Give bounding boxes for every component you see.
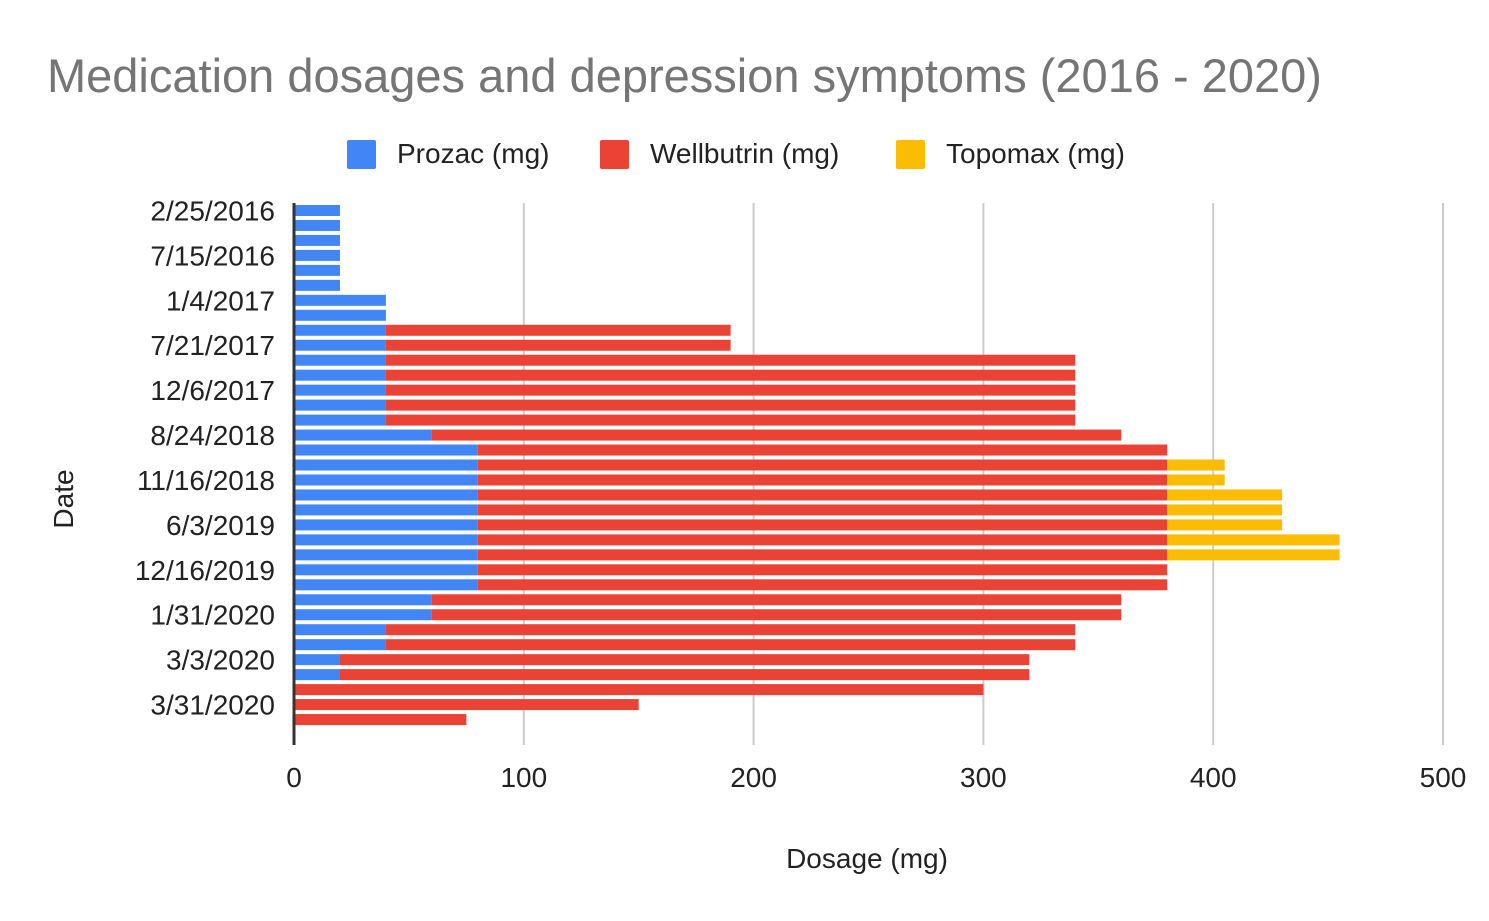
bar-prozac — [294, 519, 478, 531]
bar-prozac — [294, 354, 386, 366]
bar-wellbutrin — [477, 444, 1168, 456]
x-tick-label: 400 — [1190, 762, 1237, 793]
bar-prozac — [294, 234, 340, 246]
bar-wellbutrin — [477, 474, 1168, 486]
legend-swatch-topomax — [896, 139, 925, 169]
bar-prozac — [294, 279, 340, 291]
bar-wellbutrin — [385, 399, 1076, 411]
bar-prozac — [294, 294, 386, 306]
x-tick-label: 500 — [1420, 762, 1467, 793]
bar-topomax — [1167, 504, 1283, 516]
x-tick-label: 200 — [730, 762, 777, 793]
bar-prozac — [294, 579, 478, 591]
x-tick-label: 0 — [286, 762, 302, 793]
bar-wellbutrin — [477, 504, 1168, 516]
bar-prozac — [294, 489, 478, 501]
bar-wellbutrin — [294, 699, 639, 711]
y-tick-label: 12/16/2019 — [135, 555, 275, 586]
bar-prozac — [294, 384, 386, 396]
bar-wellbutrin — [339, 669, 1030, 681]
bar-prozac — [294, 399, 386, 411]
y-tick-label: 3/3/2020 — [166, 645, 275, 676]
bar-wellbutrin — [385, 339, 731, 351]
bar-wellbutrin — [385, 354, 1076, 366]
bar-prozac — [294, 654, 340, 666]
bar-prozac — [294, 504, 478, 516]
bar-topomax — [1167, 474, 1225, 486]
bar-wellbutrin — [385, 639, 1076, 651]
bar-wellbutrin — [477, 534, 1168, 546]
bar-wellbutrin — [385, 369, 1076, 381]
bar-wellbutrin — [431, 609, 1122, 621]
bar-prozac — [294, 609, 432, 621]
y-tick-label: 12/6/2017 — [150, 375, 275, 406]
bar-wellbutrin — [385, 624, 1076, 636]
bar-wellbutrin — [477, 564, 1168, 576]
chart-title: Medication dosages and depression sympto… — [47, 49, 1322, 102]
bar-wellbutrin — [477, 579, 1168, 591]
bar-wellbutrin — [477, 549, 1168, 561]
bar-wellbutrin — [294, 684, 984, 696]
bar-prozac — [294, 324, 386, 336]
bar-prozac — [294, 564, 478, 576]
bar-topomax — [1167, 489, 1283, 501]
bar-wellbutrin — [431, 594, 1122, 606]
legend-label-topomax: Topomax (mg) — [946, 138, 1125, 169]
bar-prozac — [294, 414, 386, 426]
bar-wellbutrin — [477, 519, 1168, 531]
y-tick-label: 3/31/2020 — [150, 690, 275, 721]
bar-prozac — [294, 339, 386, 351]
bar-wellbutrin — [294, 714, 467, 726]
bar-wellbutrin — [339, 654, 1030, 666]
bar-prozac — [294, 594, 432, 606]
bar-topomax — [1167, 519, 1283, 531]
bar-prozac — [294, 204, 340, 216]
legend-label-prozac: Prozac (mg) — [397, 138, 550, 169]
bar-wellbutrin — [385, 324, 731, 336]
y-tick-label: 6/3/2019 — [166, 510, 275, 541]
bar-prozac — [294, 429, 432, 441]
bar-wellbutrin — [431, 429, 1122, 441]
y-axis-title: Date — [48, 469, 79, 528]
x-tick-label: 300 — [960, 762, 1007, 793]
bar-prozac — [294, 639, 386, 651]
bar-prozac — [294, 474, 478, 486]
bar-topomax — [1167, 549, 1340, 561]
bar-prozac — [294, 219, 340, 231]
bar-prozac — [294, 309, 386, 321]
bar-topomax — [1167, 534, 1340, 546]
bar-prozac — [294, 669, 340, 681]
legend-swatch-prozac — [347, 139, 376, 169]
bar-prozac — [294, 369, 386, 381]
legend-item-topomax: Topomax (mg) — [896, 138, 1125, 170]
legend-label-wellbutrin: Wellbutrin (mg) — [650, 138, 840, 169]
bar-wellbutrin — [477, 459, 1168, 471]
y-tick-label: 1/31/2020 — [150, 600, 275, 631]
bar-prozac — [294, 534, 478, 546]
bar-prozac — [294, 444, 478, 456]
legend-swatch-wellbutrin — [600, 139, 629, 169]
bar-wellbutrin — [385, 384, 1076, 396]
bar-wellbutrin — [385, 414, 1076, 426]
y-tick-label: 7/15/2016 — [150, 240, 275, 271]
y-tick-label: 8/24/2018 — [150, 420, 275, 451]
legend-item-wellbutrin: Wellbutrin (mg) — [600, 138, 839, 170]
bar-prozac — [294, 459, 478, 471]
bar-prozac — [294, 264, 340, 276]
bar-prozac — [294, 549, 478, 561]
x-axis-title: Dosage (mg) — [786, 843, 948, 874]
bar-wellbutrin — [477, 489, 1168, 501]
bar-topomax — [1167, 459, 1225, 471]
bar-prozac — [294, 624, 386, 636]
y-tick-label: 7/21/2017 — [150, 330, 275, 361]
y-tick-label: 11/16/2018 — [137, 465, 275, 496]
y-tick-label: 1/4/2017 — [166, 285, 275, 316]
legend-item-prozac: Prozac (mg) — [347, 138, 549, 170]
y-tick-label: 2/25/2016 — [150, 195, 275, 226]
bar-prozac — [294, 249, 340, 261]
x-tick-label: 100 — [500, 762, 547, 793]
